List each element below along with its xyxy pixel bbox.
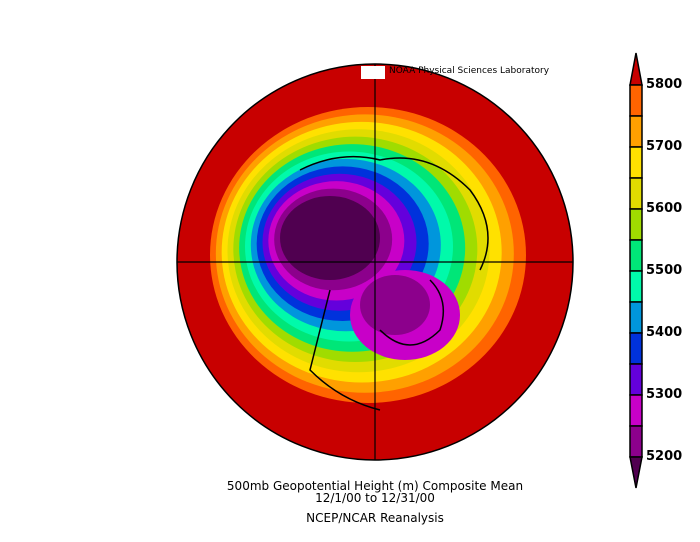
- caption-source: NCEP/NCAR Reanalysis: [306, 511, 444, 525]
- caption-dates: 12/1/00 to 12/31/00: [315, 491, 435, 505]
- caption-title: 500mb Geopotential Height (m) Composite …: [226, 479, 524, 493]
- trough-lobe-5200: [360, 275, 430, 335]
- colorbar-segment-5500: [629, 239, 643, 272]
- colorbar-arrow-bottom: [629, 456, 643, 489]
- credit-label: NOAA Physical Sciences Laboratory: [389, 66, 550, 76]
- colorbar-segment-5200: [629, 425, 643, 458]
- colorbar-segment-5650: [629, 146, 643, 179]
- colorbar-segment-5400: [629, 301, 643, 334]
- colorbar-segment-5250: [629, 394, 643, 427]
- colorbar-arrow-top: [629, 52, 643, 86]
- colorbar-segment-5450: [629, 270, 643, 303]
- colorbar-tick-label: 5700: [646, 139, 683, 154]
- colorbar-segment-5350: [629, 332, 643, 365]
- colorbar-segment-5750: [629, 84, 643, 117]
- colorbar-segment-5550: [629, 208, 643, 241]
- colorbar-tick-label: 5400: [646, 325, 683, 340]
- coastlines: [299, 155, 489, 411]
- colorbar-tick-label: 5200: [646, 449, 683, 464]
- colorbar-segment-5600: [629, 177, 643, 210]
- colorbar-tick-label: 5600: [646, 201, 683, 216]
- colorbar-tick-label: 5500: [646, 263, 683, 278]
- credit-swatch: [361, 66, 385, 79]
- colorbar-segment-5700: [629, 115, 643, 148]
- colorbar-segment-5300: [629, 363, 643, 396]
- height-field: [177, 64, 573, 460]
- colorbar-tick-label: 5300: [646, 387, 683, 402]
- contour-band-5200: [280, 196, 380, 280]
- colorbar-tick-label: 5800: [646, 77, 683, 92]
